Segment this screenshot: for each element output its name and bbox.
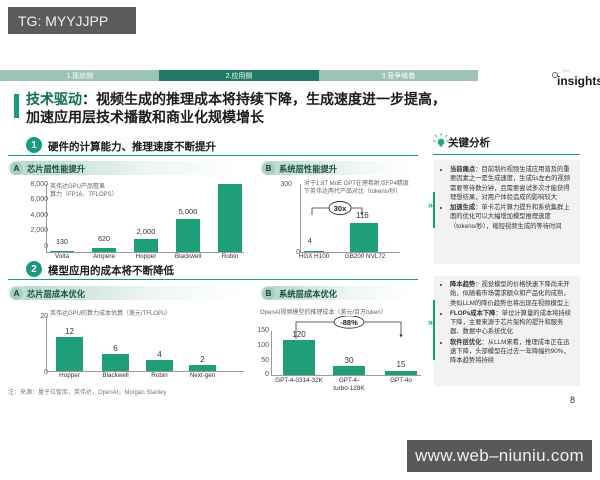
- svg-text:30x: 30x: [334, 204, 347, 213]
- svg-text:-88%: -88%: [340, 318, 358, 327]
